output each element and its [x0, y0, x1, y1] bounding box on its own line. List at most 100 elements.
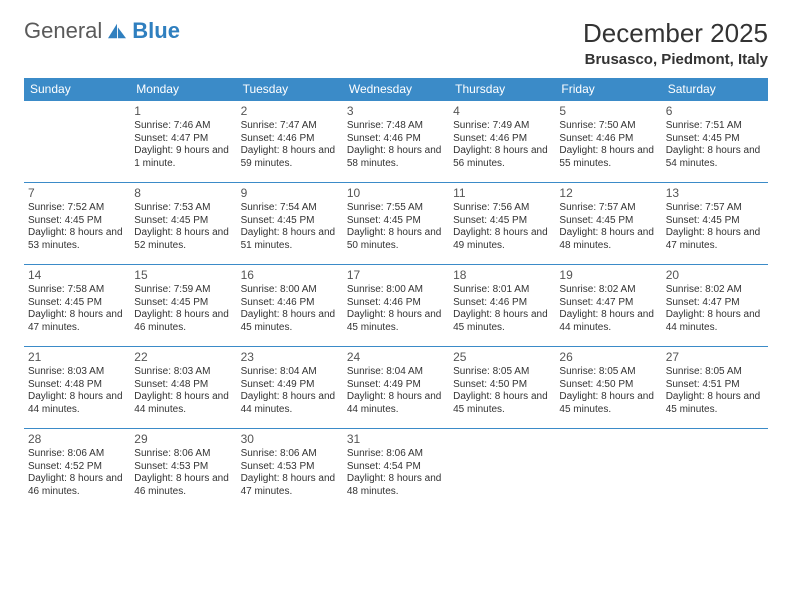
calendar-cell: 8Sunrise: 7:53 AMSunset: 4:45 PMDaylight… [130, 183, 236, 265]
day-number: 7 [28, 186, 126, 201]
calendar-week-row: 14Sunrise: 7:58 AMSunset: 4:45 PMDayligh… [24, 265, 768, 347]
daylight-text: Daylight: 8 hours and 46 minutes. [28, 473, 126, 498]
brand-text-2: Blue [132, 18, 180, 44]
calendar-cell: 29Sunrise: 8:06 AMSunset: 4:53 PMDayligh… [130, 429, 236, 511]
sail-icon [106, 22, 128, 40]
weekday-header: Monday [130, 78, 236, 101]
daylight-text: Daylight: 8 hours and 53 minutes. [28, 227, 126, 252]
month-title: December 2025 [583, 18, 768, 49]
daylight-text: Daylight: 8 hours and 50 minutes. [347, 227, 445, 252]
sunset-text: Sunset: 4:46 PM [453, 133, 551, 146]
sunset-text: Sunset: 4:53 PM [241, 461, 339, 474]
sunrise-text: Sunrise: 8:05 AM [666, 366, 764, 379]
sunset-text: Sunset: 4:45 PM [666, 215, 764, 228]
day-number: 25 [453, 350, 551, 365]
sunset-text: Sunset: 4:45 PM [28, 215, 126, 228]
weekday-header: Sunday [24, 78, 130, 101]
daylight-text: Daylight: 8 hours and 45 minutes. [347, 309, 445, 334]
day-number: 30 [241, 432, 339, 447]
calendar-cell: 19Sunrise: 8:02 AMSunset: 4:47 PMDayligh… [555, 265, 661, 347]
sunset-text: Sunset: 4:45 PM [453, 215, 551, 228]
sunrise-text: Sunrise: 8:01 AM [453, 284, 551, 297]
sunset-text: Sunset: 4:46 PM [347, 133, 445, 146]
day-number: 26 [559, 350, 657, 365]
daylight-text: Daylight: 8 hours and 54 minutes. [666, 145, 764, 170]
page-header: General Blue December 2025 Brusasco, Pie… [24, 18, 768, 68]
daylight-text: Daylight: 8 hours and 45 minutes. [453, 309, 551, 334]
calendar-cell: 7Sunrise: 7:52 AMSunset: 4:45 PMDaylight… [24, 183, 130, 265]
sunrise-text: Sunrise: 7:54 AM [241, 202, 339, 215]
daylight-text: Daylight: 8 hours and 44 minutes. [347, 391, 445, 416]
calendar-cell: 14Sunrise: 7:58 AMSunset: 4:45 PMDayligh… [24, 265, 130, 347]
daylight-text: Daylight: 8 hours and 45 minutes. [241, 309, 339, 334]
day-number: 27 [666, 350, 764, 365]
day-number: 5 [559, 104, 657, 119]
day-number: 23 [241, 350, 339, 365]
daylight-text: Daylight: 8 hours and 49 minutes. [453, 227, 551, 252]
sunset-text: Sunset: 4:49 PM [347, 379, 445, 392]
sunset-text: Sunset: 4:47 PM [666, 297, 764, 310]
day-number: 9 [241, 186, 339, 201]
sunset-text: Sunset: 4:47 PM [559, 297, 657, 310]
sunrise-text: Sunrise: 8:00 AM [241, 284, 339, 297]
day-number: 11 [453, 186, 551, 201]
calendar-cell [24, 101, 130, 183]
sunset-text: Sunset: 4:46 PM [347, 297, 445, 310]
calendar-cell: 27Sunrise: 8:05 AMSunset: 4:51 PMDayligh… [662, 347, 768, 429]
calendar-cell: 21Sunrise: 8:03 AMSunset: 4:48 PMDayligh… [24, 347, 130, 429]
weekday-header-row: SundayMondayTuesdayWednesdayThursdayFrid… [24, 78, 768, 101]
sunset-text: Sunset: 4:53 PM [134, 461, 232, 474]
calendar-cell: 20Sunrise: 8:02 AMSunset: 4:47 PMDayligh… [662, 265, 768, 347]
sunrise-text: Sunrise: 7:53 AM [134, 202, 232, 215]
sunrise-text: Sunrise: 7:46 AM [134, 120, 232, 133]
daylight-text: Daylight: 8 hours and 44 minutes. [666, 309, 764, 334]
calendar-cell: 9Sunrise: 7:54 AMSunset: 4:45 PMDaylight… [237, 183, 343, 265]
sunrise-text: Sunrise: 8:02 AM [666, 284, 764, 297]
weekday-header: Tuesday [237, 78, 343, 101]
day-number: 21 [28, 350, 126, 365]
day-number: 16 [241, 268, 339, 283]
sunset-text: Sunset: 4:45 PM [241, 215, 339, 228]
brand-logo: General Blue [24, 18, 180, 44]
sunset-text: Sunset: 4:47 PM [134, 133, 232, 146]
sunrise-text: Sunrise: 7:50 AM [559, 120, 657, 133]
brand-text-1: General [24, 18, 102, 44]
calendar-cell: 6Sunrise: 7:51 AMSunset: 4:45 PMDaylight… [662, 101, 768, 183]
daylight-text: Daylight: 8 hours and 44 minutes. [134, 391, 232, 416]
daylight-text: Daylight: 8 hours and 46 minutes. [134, 473, 232, 498]
day-number: 22 [134, 350, 232, 365]
calendar-cell: 17Sunrise: 8:00 AMSunset: 4:46 PMDayligh… [343, 265, 449, 347]
sunset-text: Sunset: 4:54 PM [347, 461, 445, 474]
daylight-text: Daylight: 8 hours and 45 minutes. [559, 391, 657, 416]
sunrise-text: Sunrise: 8:00 AM [347, 284, 445, 297]
day-number: 14 [28, 268, 126, 283]
sunset-text: Sunset: 4:46 PM [241, 133, 339, 146]
day-number: 18 [453, 268, 551, 283]
day-number: 15 [134, 268, 232, 283]
day-number: 2 [241, 104, 339, 119]
calendar-cell: 13Sunrise: 7:57 AMSunset: 4:45 PMDayligh… [662, 183, 768, 265]
weekday-header: Saturday [662, 78, 768, 101]
day-number: 6 [666, 104, 764, 119]
calendar-cell: 28Sunrise: 8:06 AMSunset: 4:52 PMDayligh… [24, 429, 130, 511]
daylight-text: Daylight: 8 hours and 46 minutes. [134, 309, 232, 334]
calendar-cell: 12Sunrise: 7:57 AMSunset: 4:45 PMDayligh… [555, 183, 661, 265]
sunrise-text: Sunrise: 7:58 AM [28, 284, 126, 297]
day-number: 3 [347, 104, 445, 119]
sunset-text: Sunset: 4:45 PM [347, 215, 445, 228]
calendar-cell: 15Sunrise: 7:59 AMSunset: 4:45 PMDayligh… [130, 265, 236, 347]
day-number: 4 [453, 104, 551, 119]
sunrise-text: Sunrise: 8:06 AM [134, 448, 232, 461]
daylight-text: Daylight: 8 hours and 47 minutes. [666, 227, 764, 252]
daylight-text: Daylight: 8 hours and 44 minutes. [28, 391, 126, 416]
calendar-cell: 26Sunrise: 8:05 AMSunset: 4:50 PMDayligh… [555, 347, 661, 429]
sunrise-text: Sunrise: 8:06 AM [241, 448, 339, 461]
weekday-header: Thursday [449, 78, 555, 101]
sunset-text: Sunset: 4:46 PM [241, 297, 339, 310]
daylight-text: Daylight: 8 hours and 52 minutes. [134, 227, 232, 252]
sunset-text: Sunset: 4:45 PM [134, 215, 232, 228]
sunrise-text: Sunrise: 7:47 AM [241, 120, 339, 133]
calendar-week-row: 28Sunrise: 8:06 AMSunset: 4:52 PMDayligh… [24, 429, 768, 511]
calendar-cell: 25Sunrise: 8:05 AMSunset: 4:50 PMDayligh… [449, 347, 555, 429]
sunrise-text: Sunrise: 8:04 AM [241, 366, 339, 379]
